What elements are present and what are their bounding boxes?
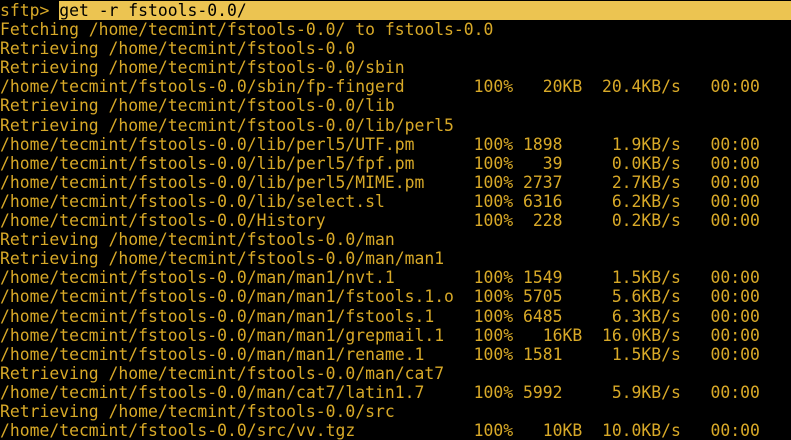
output-line: Retrieving /home/tecmint/fstools-0.0/sbi…: [0, 58, 791, 77]
output-line: Retrieving /home/tecmint/fstools-0.0/lib: [0, 96, 791, 115]
output-text: Fetching /home/tecmint/fstools-0.0/ to f…: [0, 20, 494, 40]
output-line: /home/tecmint/fstools-0.0/man/man1/grepm…: [0, 326, 791, 345]
output-line: /home/tecmint/fstools-0.0/man/man1/nvt.1…: [0, 268, 791, 287]
output-line: /home/tecmint/fstools-0.0/lib/perl5/fpf.…: [0, 154, 791, 173]
output-line: /home/tecmint/fstools-0.0/man/man1/fstoo…: [0, 307, 791, 326]
output-line: /home/tecmint/fstools-0.0/man/man1/fstoo…: [0, 287, 791, 306]
output-line: Retrieving /home/tecmint/fstools-0.0/man: [0, 230, 791, 249]
output-line: /home/tecmint/fstools-0.0/src/vv.tgz 100…: [0, 421, 791, 440]
output-line: /home/tecmint/fstools-0.0/lib/perl5/UTF.…: [0, 135, 791, 154]
output-line: Retrieving /home/tecmint/fstools-0.0/lib…: [0, 116, 791, 135]
output-text: /home/tecmint/fstools-0.0/man/man1/nvt.1…: [0, 268, 760, 288]
output-line: Retrieving /home/tecmint/fstools-0.0/src: [0, 402, 791, 421]
output-text: /home/tecmint/fstools-0.0/sbin/fp-finger…: [0, 77, 760, 97]
output-text: Retrieving /home/tecmint/fstools-0.0/man…: [0, 249, 445, 269]
output-line: Retrieving /home/tecmint/fstools-0.0/man…: [0, 364, 791, 383]
output-text: /home/tecmint/fstools-0.0/History 100% 2…: [0, 211, 760, 231]
selected-command-text: get -r fstools-0.0/: [59, 1, 791, 21]
output-text: /home/tecmint/fstools-0.0/lib/perl5/UTF.…: [0, 134, 760, 154]
output-line: /home/tecmint/fstools-0.0/lib/select.sl …: [0, 192, 791, 211]
output-text: Retrieving /home/tecmint/fstools-0.0/man: [0, 230, 395, 250]
output-text: /home/tecmint/fstools-0.0/src/vv.tgz 100…: [0, 421, 760, 440]
output-text: /home/tecmint/fstools-0.0/lib/select.sl …: [0, 191, 760, 211]
command-line: sftp> get -r fstools-0.0/: [0, 1, 791, 21]
output-line: /home/tecmint/fstools-0.0/lib/perl5/MIME…: [0, 173, 791, 192]
output-line: /home/tecmint/fstools-0.0/History 100% 2…: [0, 211, 791, 230]
output-text: Retrieving /home/tecmint/fstools-0.0/lib: [0, 96, 395, 116]
output-line: /home/tecmint/fstools-0.0/sbin/fp-finger…: [0, 77, 791, 96]
output-text: /home/tecmint/fstools-0.0/lib/perl5/fpf.…: [0, 153, 760, 173]
sftp-prompt: sftp>: [0, 1, 60, 20]
output-text: Retrieving /home/tecmint/fstools-0.0/man…: [0, 363, 445, 383]
output-text: /home/tecmint/fstools-0.0/man/man1/fstoo…: [0, 306, 760, 326]
output-text: Retrieving /home/tecmint/fstools-0.0/lib…: [0, 115, 454, 135]
output-line: Retrieving /home/tecmint/fstools-0.0/man…: [0, 249, 791, 268]
output-text: Retrieving /home/tecmint/fstools-0.0/src: [0, 401, 395, 421]
output-text: /home/tecmint/fstools-0.0/man/man1/grepm…: [0, 325, 760, 345]
output-text: /home/tecmint/fstools-0.0/man/man1/fstoo…: [0, 287, 760, 307]
output-text: /home/tecmint/fstools-0.0/man/cat7/latin…: [0, 382, 760, 402]
output-line: /home/tecmint/fstools-0.0/man/man1/renam…: [0, 345, 791, 364]
output-text: Retrieving /home/tecmint/fstools-0.0: [0, 39, 356, 59]
output-text: /home/tecmint/fstools-0.0/man/man1/renam…: [0, 344, 760, 364]
output-line: Retrieving /home/tecmint/fstools-0.0: [0, 39, 791, 58]
output-text: /home/tecmint/fstools-0.0/lib/perl5/MIME…: [0, 172, 760, 192]
output-line: Fetching /home/tecmint/fstools-0.0/ to f…: [0, 20, 791, 39]
output-text: Retrieving /home/tecmint/fstools-0.0/sbi…: [0, 58, 405, 78]
output-line: /home/tecmint/fstools-0.0/man/cat7/latin…: [0, 383, 791, 402]
